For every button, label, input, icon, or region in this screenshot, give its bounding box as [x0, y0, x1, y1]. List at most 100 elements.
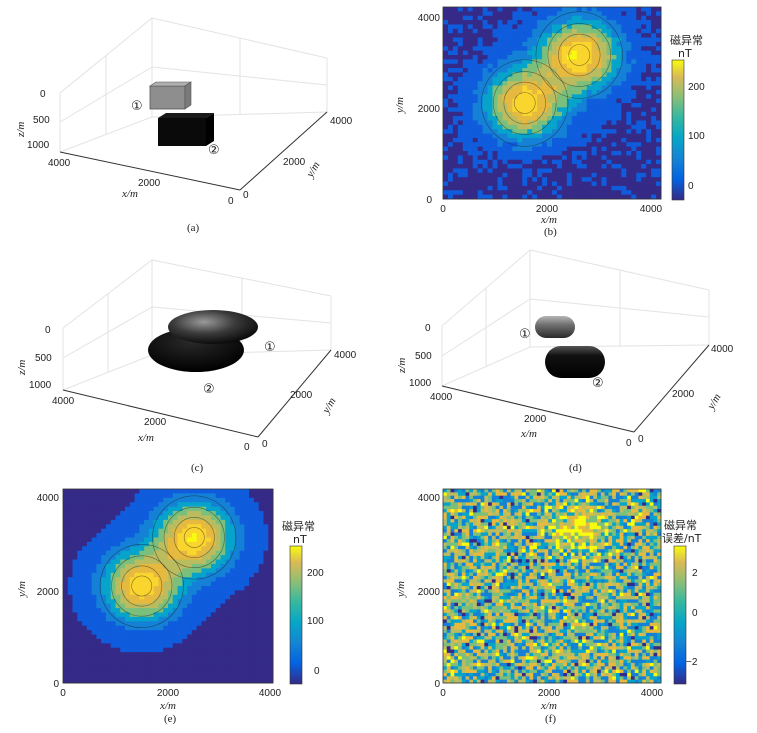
heatmap-cell [499, 549, 504, 553]
heatmap-cell [82, 511, 88, 516]
heatmap-cell [532, 168, 538, 174]
heatmap-cell [196, 577, 202, 582]
heatmap-cell [465, 502, 470, 507]
heatmap-cell [105, 572, 112, 578]
heatmap-cell [601, 24, 607, 30]
y-tick: 4000 [418, 13, 441, 24]
heatmap-cell [215, 665, 221, 671]
heatmap-cell [144, 647, 150, 653]
heatmap-cell [469, 529, 474, 533]
heatmap-cell [215, 524, 221, 530]
heatmap-cell [253, 533, 260, 538]
heatmap-cell [454, 656, 459, 660]
heatmap-cell [487, 151, 493, 156]
heatmap-cell [187, 559, 193, 565]
heatmap-cell [249, 647, 255, 653]
heatmap-cell [129, 519, 135, 525]
heatmap-cell [462, 155, 469, 161]
heatmap-cell [641, 120, 647, 126]
heatmap-cell [191, 572, 198, 578]
heatmap-cell [177, 634, 183, 640]
heatmap-cell [606, 15, 612, 21]
heatmap-cell [72, 608, 78, 613]
heatmap-cell [443, 37, 449, 43]
heatmap-cell [220, 621, 226, 627]
heatmap-cell [631, 72, 637, 78]
heatmap-cell [606, 72, 612, 78]
heatmap-cell [476, 659, 481, 664]
heatmap-cell [626, 55, 632, 60]
heatmap-cell [91, 669, 97, 675]
heatmap-cell [606, 142, 612, 148]
heatmap-cell [507, 24, 513, 30]
heatmap-cell [110, 669, 116, 675]
heatmap-cell [96, 541, 102, 547]
heatmap-cell [86, 541, 93, 547]
heatmap-cell [465, 612, 470, 617]
heatmap-cell [168, 515, 174, 521]
heatmap-cell [115, 502, 121, 508]
heatmap-cell [616, 50, 622, 56]
heatmap-cell [591, 159, 597, 165]
heatmap-cell [631, 41, 637, 47]
heatmap-cell [191, 594, 198, 600]
heatmap-cell [472, 41, 479, 47]
heatmap-cell [158, 634, 164, 640]
heatmap-cell [576, 98, 583, 104]
heatmap-cell [487, 46, 493, 52]
heatmap-cell [67, 669, 73, 675]
heatmap-cell [446, 555, 451, 560]
heatmap-cell [148, 656, 155, 662]
heatmap-cell [591, 133, 597, 139]
heatmap-cell [215, 572, 221, 578]
heatmap-cell [182, 519, 188, 525]
heatmap-cell [239, 643, 245, 649]
heatmap-cell [616, 168, 622, 174]
heatmap-cell [268, 546, 274, 552]
heatmap-cell [631, 181, 637, 187]
heatmap-cell [168, 550, 174, 556]
heatmap-cell [187, 660, 193, 666]
heatmap-cell [482, 155, 488, 161]
heatmap-cell [503, 639, 508, 644]
heatmap-cell [139, 665, 145, 671]
heatmap-cell [472, 7, 479, 12]
heatmap-cell [225, 572, 231, 578]
heatmap-cell [458, 545, 463, 550]
heatmap-cell [502, 159, 508, 165]
heatmap-cell [476, 542, 481, 547]
heatmap-cell [206, 502, 212, 508]
heatmap-cell [101, 506, 107, 512]
heatmap-cell [457, 168, 464, 174]
heatmap-cell [532, 76, 538, 82]
heatmap-cell [641, 89, 647, 95]
heatmap-cell [452, 190, 459, 196]
heatmap-cell [547, 20, 553, 25]
heatmap-cell [105, 524, 112, 530]
heatmap-cell [443, 522, 448, 527]
heatmap-cell [461, 602, 466, 607]
heatmap-cell [196, 586, 202, 591]
heatmap-cell [187, 511, 193, 516]
heatmap-cell [158, 524, 164, 530]
heatmap-cell [467, 41, 474, 47]
heatmap-cell [576, 172, 583, 178]
heatmap-cell [454, 612, 459, 617]
colorbar-tick: 200 [307, 568, 324, 579]
heatmap-cell [263, 550, 269, 556]
heatmap-cell [63, 647, 69, 653]
heatmap-cell [206, 528, 212, 534]
heatmap-cell [591, 124, 597, 130]
heatmap-cell [586, 68, 593, 73]
heatmap-cell [234, 506, 240, 512]
heatmap-cell [477, 159, 484, 165]
heatmap-cell [177, 568, 183, 574]
heatmap-cell [215, 586, 221, 591]
heatmap-cell [480, 542, 485, 547]
heatmap-cell [532, 63, 538, 69]
heatmap-cell [77, 519, 83, 525]
heatmap-cell [512, 59, 518, 65]
heatmap-cell [503, 626, 508, 630]
heatmap-cell [484, 616, 489, 620]
heatmap-cell [91, 625, 97, 631]
